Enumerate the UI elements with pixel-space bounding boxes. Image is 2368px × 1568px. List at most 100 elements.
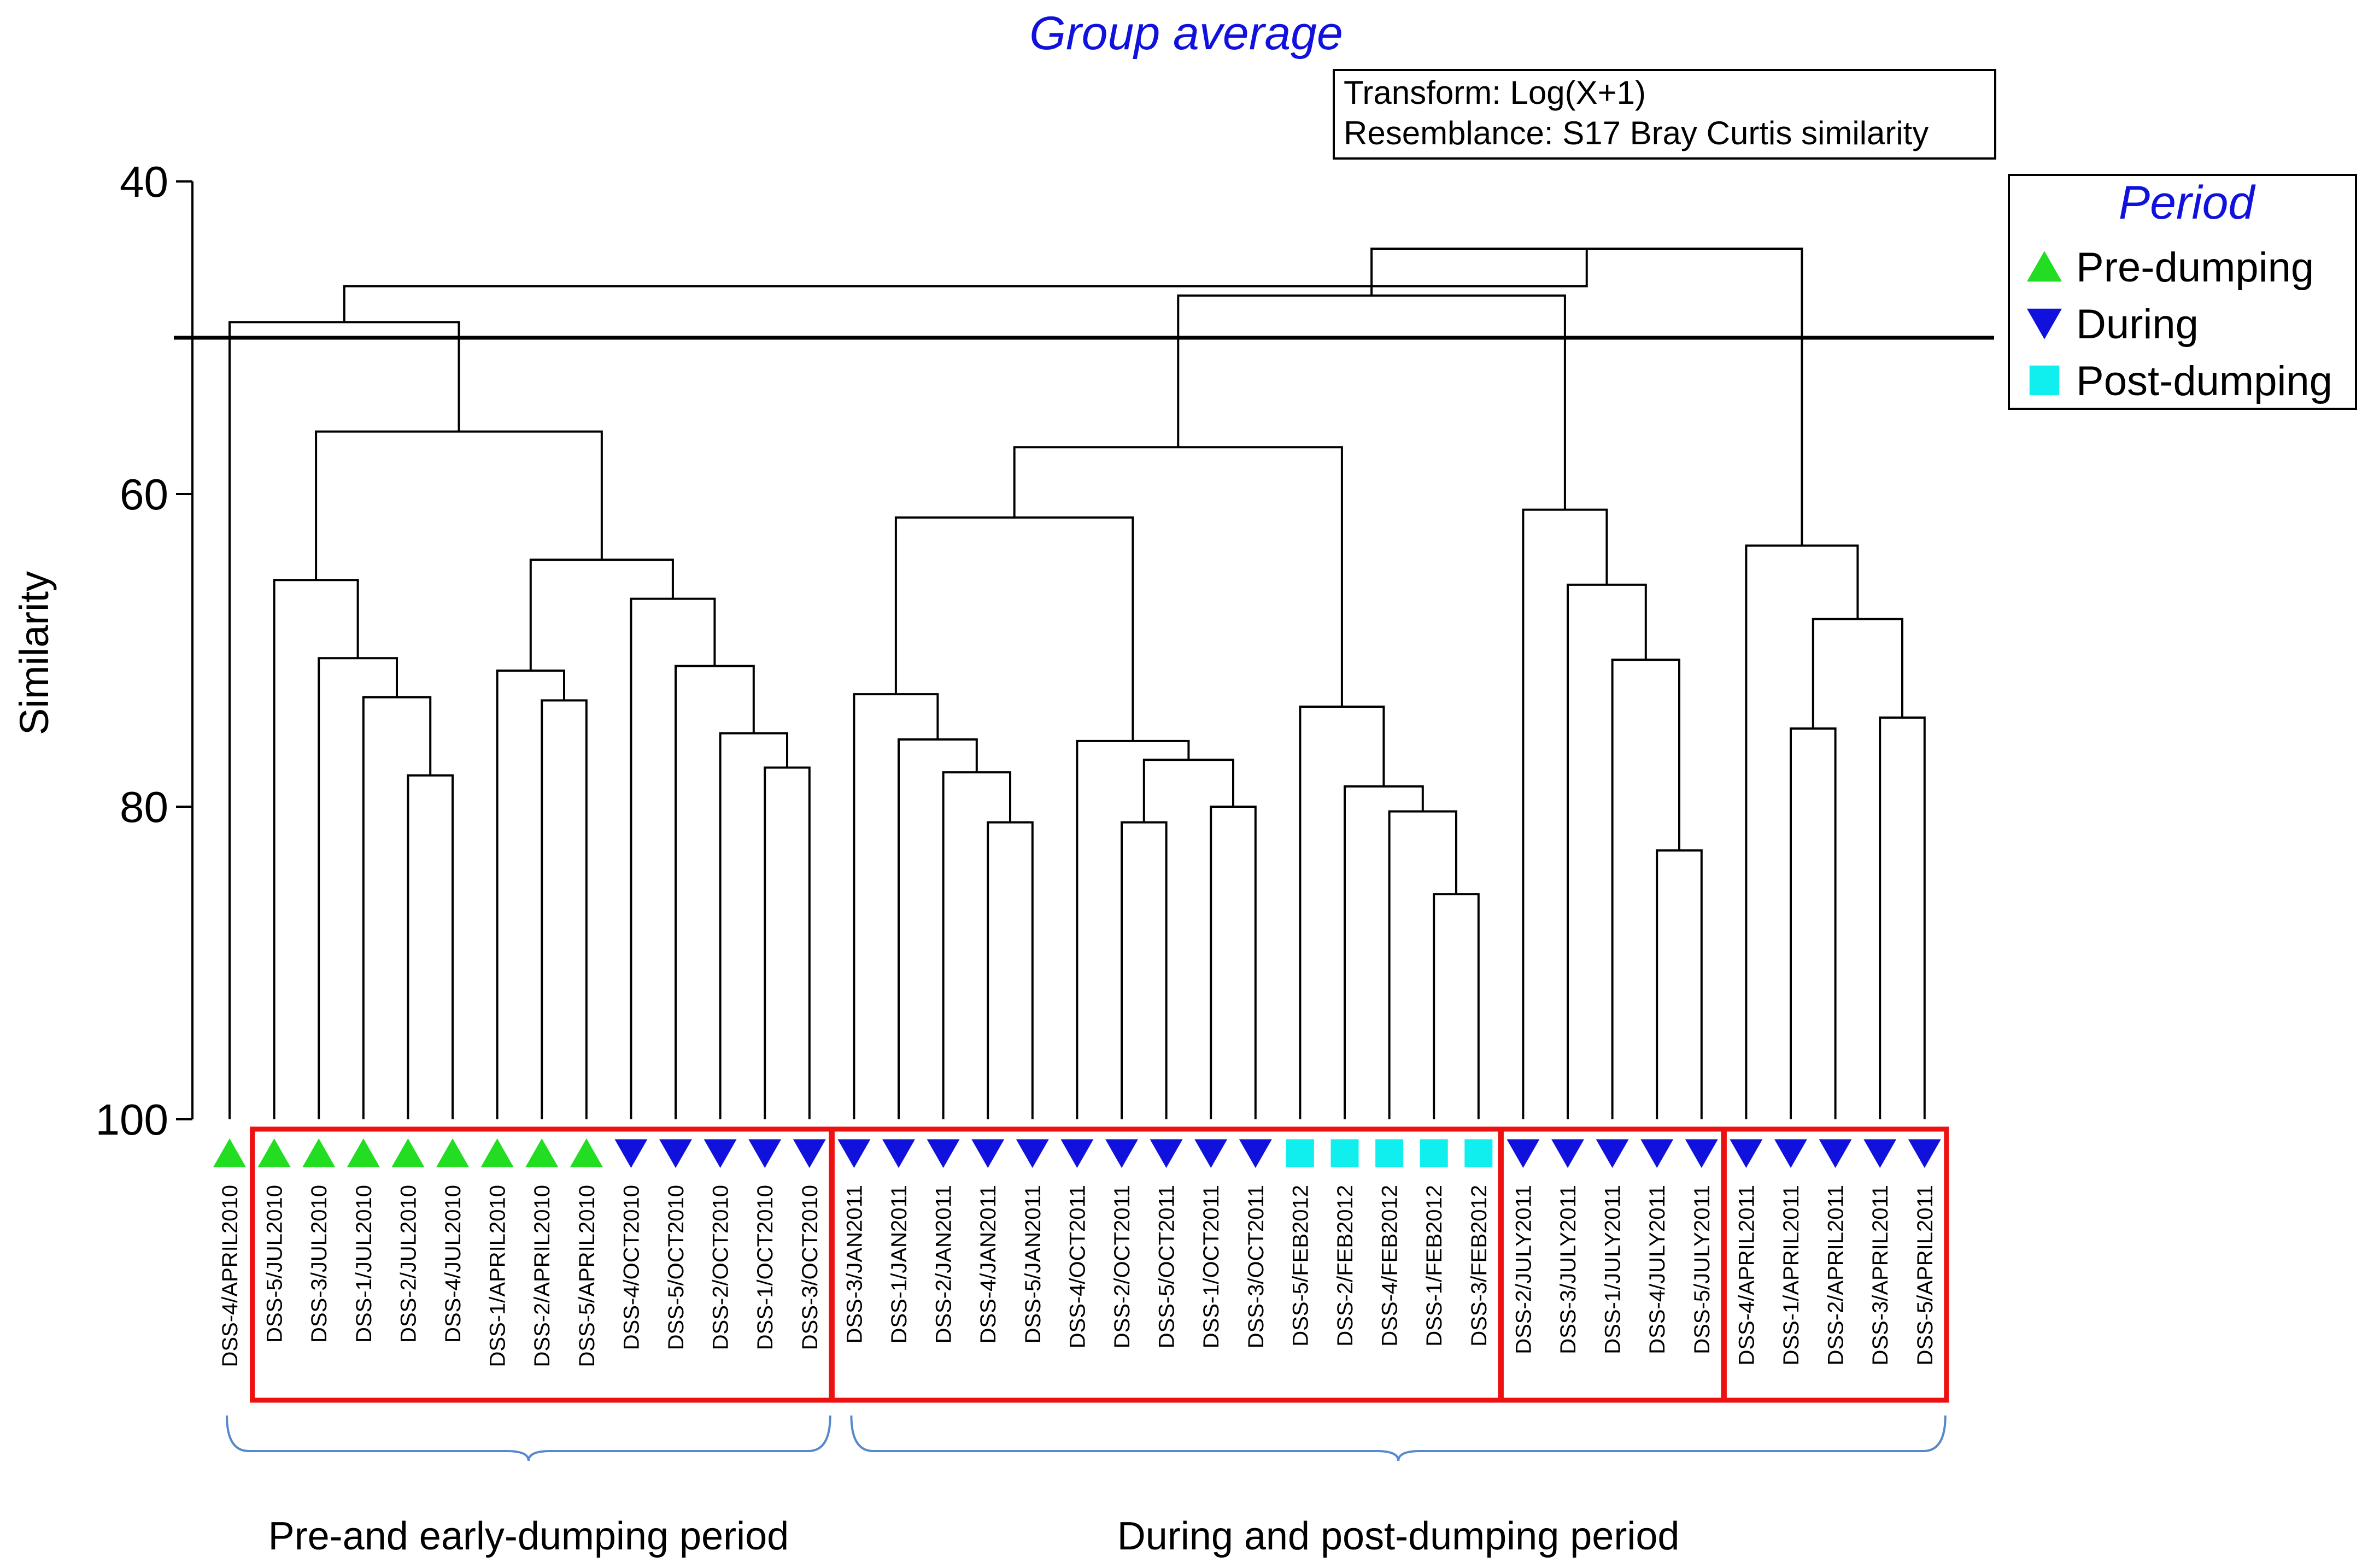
- legend-marker-1: [2027, 308, 2062, 339]
- leaf-marker-18: [1016, 1139, 1049, 1168]
- dendrogram-branch-5: [496, 670, 565, 1119]
- leaf-label: DSS-4/JUL2010: [441, 1185, 465, 1343]
- dendrogram-branch-4: [541, 699, 588, 1119]
- dendrogram-branch-36: [1370, 247, 1803, 546]
- dendrogram-branch-31: [1177, 294, 1566, 510]
- leaf-labels: DSS-4/APRIL2010 DSS-5/JUL2010 DSS-3/JUL201…: [218, 1185, 1937, 1367]
- leaf-marker-12: [748, 1139, 782, 1168]
- leaf-label: DSS-2/JUL2010: [396, 1185, 420, 1343]
- group-box-3: [1721, 1126, 1949, 1403]
- leaf-label: DSS-4/APRIL2011: [1734, 1185, 1759, 1366]
- leaf-marker-0: [213, 1138, 246, 1167]
- dendrogram-branch-28: [1611, 659, 1680, 1119]
- leaf-label: DSS-3/JUL2010: [307, 1185, 331, 1343]
- dendrogram-branch-34: [1812, 618, 1903, 729]
- dendrogram-branch-12: [228, 321, 460, 1119]
- leaf-label: DSS-1/JULY2011: [1601, 1185, 1625, 1354]
- leaf-label: DSS-5/JUL2010: [263, 1185, 287, 1343]
- dendrogram-branch-2: [318, 657, 398, 1119]
- info-resemblance: Resemblance: S17 Bray Curtis similarity: [1344, 115, 1929, 151]
- leaf-marker-20: [1105, 1139, 1138, 1168]
- dendrogram-branch-3: [273, 579, 359, 1119]
- y-tick-label: 40: [120, 157, 168, 206]
- dendrogram-branch-6: [764, 766, 811, 1119]
- legend-marker-2: [2029, 365, 2060, 396]
- leaf-label: DSS-5/JULY2011: [1690, 1185, 1714, 1354]
- leaf-marker-17: [971, 1139, 1005, 1168]
- leaf-marker-2: [302, 1138, 336, 1167]
- legend-frame: [2008, 174, 2357, 410]
- leaf-label: DSS-2/OCT2011: [1110, 1185, 1134, 1348]
- dendrogram-branch-16: [853, 693, 939, 1119]
- leaf-marker-30: [1551, 1139, 1584, 1168]
- leaf-label: DSS-1/JAN2011: [887, 1185, 911, 1344]
- dendrogram-branch-11: [315, 430, 603, 580]
- dendrogram-branch-37: [343, 248, 1588, 322]
- leaf-marker-28: [1464, 1139, 1493, 1167]
- dendrogram-branch-35: [1745, 544, 1859, 1119]
- leaf-label: DSS-5/OCT2011: [1155, 1185, 1179, 1348]
- legend-label: During: [2076, 301, 2199, 348]
- dendrogram-branch-27: [1656, 849, 1703, 1119]
- period-bracket-1: [850, 1415, 1947, 1461]
- dendrogram-branch-9: [630, 597, 716, 1119]
- leaf-label: DSS-4/JAN2011: [976, 1185, 1000, 1344]
- dendrogram-branch-22: [1433, 893, 1480, 1119]
- y-axis: 40 60 80 100: [96, 157, 194, 1144]
- leaf-label: DSS-4/APRIL2010: [218, 1185, 242, 1367]
- leaf-label: DSS-3/OCT2010: [798, 1185, 822, 1350]
- leaf-label: DSS-2/JULY2011: [1511, 1185, 1535, 1354]
- leaf-label: DSS-5/OCT2010: [664, 1185, 688, 1350]
- leaf-label: DSS-2/FEB2012: [1333, 1185, 1357, 1347]
- dendrogram-branch-33: [1879, 716, 1926, 1119]
- leaf-marker-8: [570, 1138, 603, 1167]
- legend-label: Post-dumping: [2076, 358, 2332, 404]
- leaf-marker-4: [391, 1138, 425, 1167]
- leaf-markers: [213, 1138, 1941, 1168]
- leaf-marker-10: [659, 1139, 692, 1168]
- leaf-marker-22: [1194, 1139, 1228, 1168]
- leaf-marker-38: [1908, 1139, 1941, 1168]
- leaf-label: DSS-4/OCT2010: [619, 1185, 643, 1350]
- leaf-marker-26: [1375, 1139, 1404, 1167]
- y-axis-label: Similarity: [11, 571, 57, 735]
- period-brackets: Pre-and early-dumping period During and p…: [226, 1415, 1947, 1558]
- dendrogram-branch-26: [1013, 446, 1343, 707]
- period-bracket-label: During and post-dumping period: [1117, 1514, 1680, 1558]
- leaf-marker-13: [793, 1139, 826, 1168]
- leaf-label: DSS-1/FEB2012: [1422, 1185, 1446, 1347]
- leaf-marker-36: [1819, 1139, 1852, 1168]
- legend: Period Pre-dumping During Post-dumping: [2008, 174, 2357, 410]
- leaf-marker-24: [1286, 1139, 1314, 1167]
- leaf-marker-35: [1774, 1139, 1807, 1168]
- leaf-marker-9: [614, 1139, 648, 1168]
- leaf-marker-25: [1330, 1139, 1359, 1167]
- legend-title: Period: [2119, 177, 2256, 229]
- leaf-marker-32: [1640, 1139, 1674, 1168]
- y-tick-label: 80: [120, 783, 168, 831]
- leaf-label: DSS-1/OCT2010: [753, 1185, 777, 1350]
- dendrogram-branch-0: [407, 774, 454, 1119]
- leaf-label: DSS-4/FEB2012: [1378, 1185, 1402, 1347]
- dendrogram-branch-1: [362, 696, 432, 1119]
- leaf-marker-34: [1730, 1139, 1763, 1168]
- leaf-label: DSS-2/APRIL2010: [530, 1185, 554, 1367]
- period-bracket-label: Pre-and early-dumping period: [268, 1514, 789, 1558]
- leaf-label: DSS-5/JAN2011: [1021, 1185, 1045, 1344]
- legend-label: Pre-dumping: [2076, 244, 2314, 291]
- dendrogram-branch-29: [1567, 583, 1647, 1119]
- leaf-label: DSS-1/APRIL2010: [486, 1185, 510, 1367]
- dendrogram-branches: [228, 247, 1926, 1119]
- leaf-marker-23: [1239, 1139, 1272, 1168]
- leaf-marker-29: [1507, 1139, 1540, 1168]
- period-bracket-0: [226, 1415, 831, 1461]
- leaf-label: DSS-5/FEB2012: [1288, 1185, 1312, 1347]
- leaf-marker-6: [480, 1138, 514, 1167]
- leaf-label: DSS-4/OCT2011: [1065, 1185, 1089, 1348]
- dendrogram-branch-13: [987, 821, 1034, 1119]
- dendrogram-branch-18: [1210, 806, 1257, 1119]
- chart-title: Group average: [1029, 7, 1343, 60]
- leaf-marker-1: [257, 1138, 291, 1167]
- leaf-marker-11: [704, 1139, 737, 1168]
